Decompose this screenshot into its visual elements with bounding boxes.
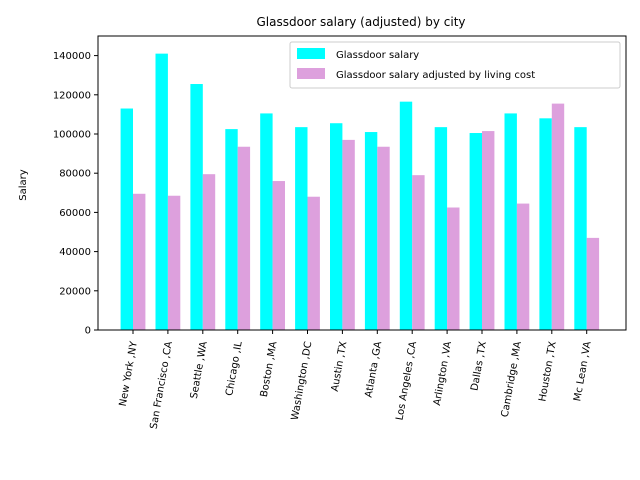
legend: Glassdoor salary Glassdoor salary adjust… [289,41,621,89]
y-tick-label-4: 80000 [59,169,91,180]
bar-adjusted-5 [307,196,320,330]
bar-adjusted-3 [237,146,251,330]
legend-swatch-adjusted-salary [297,68,325,79]
bar-adjusted-7 [377,146,390,330]
y-tick-label-6: 120000 [53,90,91,101]
bar-salary-7 [364,132,378,330]
bar-adjusted-11 [516,203,530,330]
legend-box [289,41,621,89]
bar-adjusted-9 [447,207,460,330]
x-tick-label-12: Houston ,TX [537,340,558,402]
bar-salary-0 [120,108,133,331]
x-tick-label-8: Los Angeles ,CA [394,340,419,421]
y-axis-label: Salary [18,169,29,200]
x-tick-label-3: Chicago ,IL [224,340,244,397]
bar-salary-5 [295,127,308,330]
bar-adjusted-1 [167,195,181,330]
chart-title: Glassdoor salary (adjusted) by city [257,15,466,29]
legend-swatch-glassdoor-salary [297,48,325,59]
x-axis-ticks: New York ,NY San Francisco ,CA Seattle ,WA… [118,330,594,430]
bar-salary-1 [155,53,168,330]
bar-adjusted-4 [272,181,285,330]
x-tick-label-11: Cambridge ,MA [500,340,524,418]
y-tick-label-3: 60000 [59,208,91,219]
bar-salary-9 [434,127,448,330]
bar-salary-6 [330,123,343,330]
x-tick-label-6: Austin ,TX [330,340,350,392]
bar-adjusted-2 [202,174,216,330]
bar-salary-13 [574,127,587,330]
x-tick-label-1: San Francisco ,CA [149,340,175,430]
bar-salary-2 [190,84,203,331]
legend-label-glassdoor-salary: Glassdoor salary [336,50,419,61]
bar-salary-11 [504,113,517,330]
y-tick-label-2: 40000 [59,247,91,258]
bars-group [120,53,600,331]
plot-frame [97,35,627,331]
bar-adjusted-6 [342,139,355,330]
y-axis-ticks: 0 20000 40000 60000 80000 100000 120000 140000 [53,51,98,337]
x-tick-label-9: Arlington ,VA [432,340,454,406]
bar-adjusted-0 [133,193,146,330]
y-tick-label-0: 0 [85,326,91,337]
legend-label-adjusted-salary: Glassdoor salary adjusted by living cost [336,70,535,81]
bar-adjusted-8 [412,175,425,330]
bar-adjusted-13 [586,237,600,330]
x-tick-label-13: Mc Lean ,VA [572,340,593,402]
bar-salary-8 [399,101,413,330]
y-tick-label-7: 140000 [53,51,91,62]
bar-salary-3 [225,129,238,330]
bar-salary-12 [539,118,552,330]
y-tick-label-5: 100000 [53,130,91,141]
y-tick-label-1: 20000 [59,286,91,297]
bar-salary-10 [469,133,482,330]
x-tick-label-0: New York ,NY [118,340,140,408]
x-tick-label-4: Boston ,MA [259,340,280,398]
bar-adjusted-12 [551,103,565,331]
bar-adjusted-10 [482,131,495,330]
x-tick-label-7: Atlanta ,GA [364,340,385,398]
x-tick-label-5: Washington ,DC [290,341,315,422]
x-tick-label-2: Seattle ,WA [189,340,210,399]
bar-salary-4 [260,113,273,330]
x-tick-label-10: Dallas ,TX [469,340,489,391]
